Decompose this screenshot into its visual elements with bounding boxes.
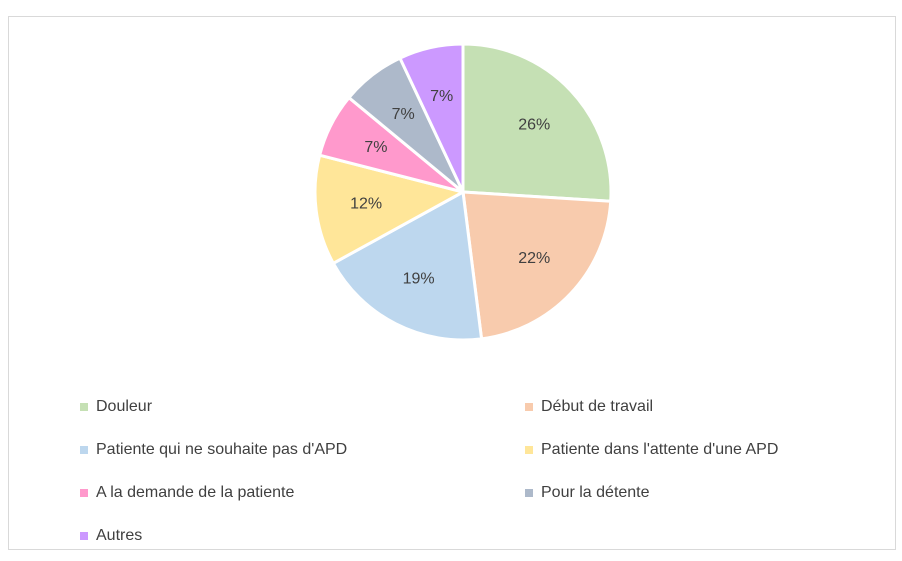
legend-label: Autres: [96, 527, 142, 544]
data-label: 7%: [364, 139, 387, 156]
pie-slice: [331, 189, 484, 342]
legend-swatch: [80, 532, 88, 540]
legend-swatch: [525, 489, 533, 497]
legend-label: Douleur: [96, 398, 153, 415]
legend-label: Patiente qui ne souhaite pas d'APD: [96, 441, 347, 458]
legend-swatch: [80, 446, 88, 454]
legend-swatch: [525, 446, 533, 454]
data-label: 12%: [350, 195, 382, 212]
legend-label: Pour la détente: [541, 484, 650, 501]
legend-swatch: [80, 403, 88, 411]
legend-swatch: [525, 403, 533, 411]
data-label: 7%: [392, 106, 415, 123]
legend-label: Début de travail: [541, 398, 653, 415]
legend-label: Patiente dans l'attente d'une APD: [541, 441, 778, 458]
data-label: 7%: [430, 88, 453, 105]
pie-slice: [461, 42, 613, 203]
pie-slice: [461, 190, 613, 341]
legend-label: A la demande de la patiente: [96, 484, 294, 501]
data-label: 26%: [518, 116, 550, 133]
data-label: 19%: [403, 270, 435, 287]
pie-slice: [313, 153, 468, 266]
pie-slice: [397, 42, 465, 193]
data-label: 22%: [518, 250, 550, 267]
legend-swatch: [80, 489, 88, 497]
